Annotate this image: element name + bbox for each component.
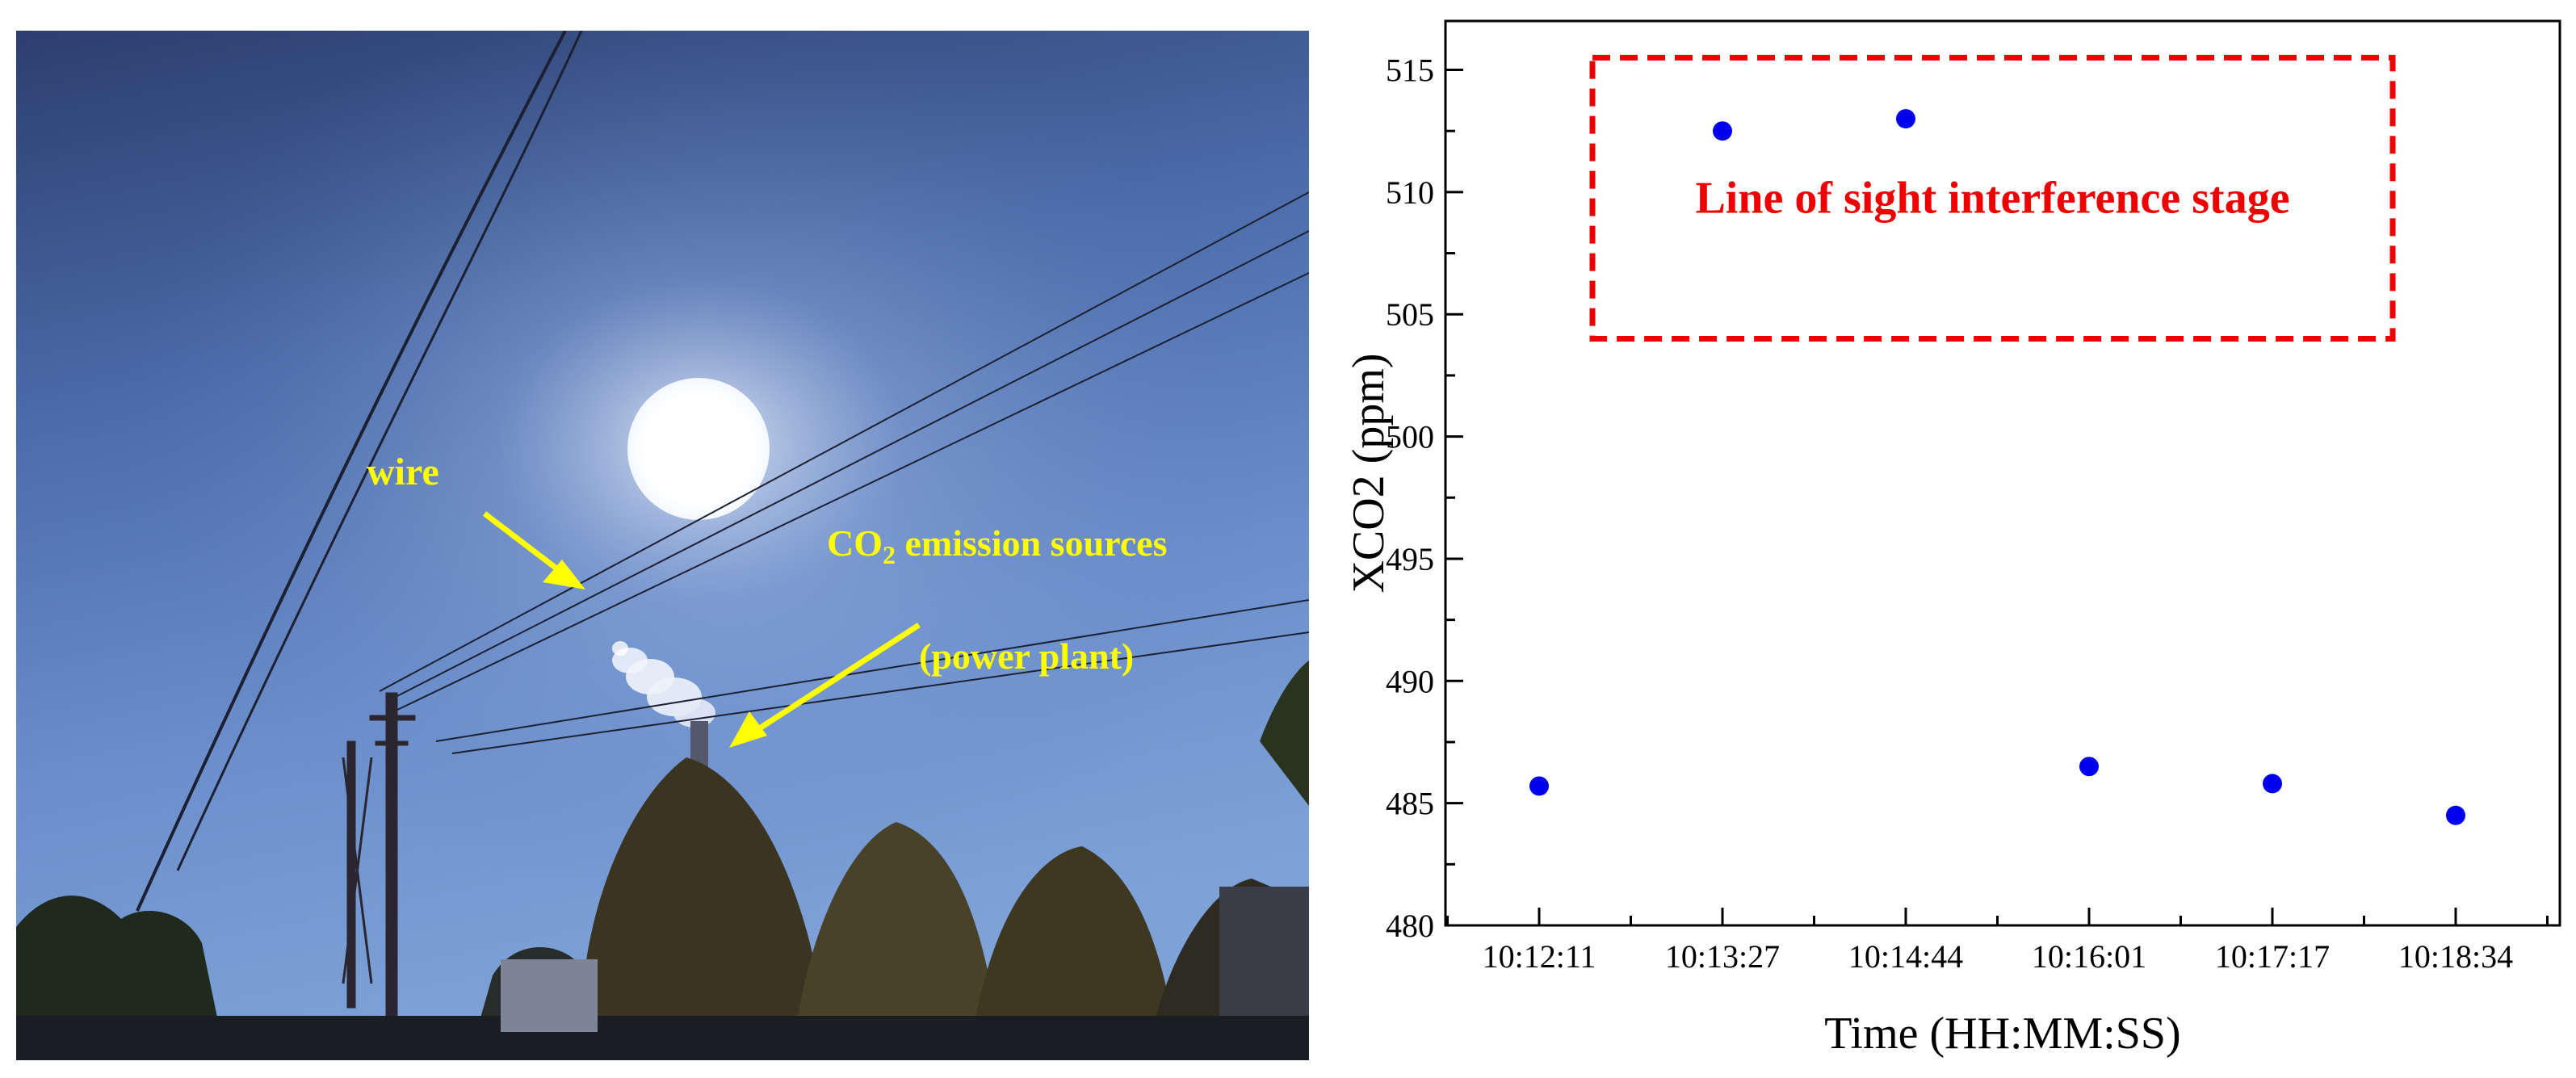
plot-frame (1444, 19, 2561, 927)
x-tick-label: 10:13:27 (1665, 938, 1780, 975)
x-tick-label: 10:17:17 (2215, 938, 2330, 975)
plant-arrowhead (729, 711, 767, 748)
y-tick-label: 500 (1386, 419, 1434, 455)
power-plant-label: (power plant) (919, 635, 1134, 677)
y-tick-label: 480 (1386, 908, 1434, 944)
y-tick-label: 495 (1386, 541, 1434, 577)
data-point (1713, 121, 1732, 141)
chart: 480 485 490 495 500 505 510 515 10:12:11 10:13:2… (1344, 19, 2561, 1059)
y-tick-label: 490 (1386, 663, 1434, 699)
wires (136, 31, 1309, 912)
wire-label: wire (367, 451, 439, 493)
x-axis: 10:12:11 10:13:27 10:14:44 10:16:01 10:17:17… (1446, 908, 2549, 975)
x-tick-label: 10:16:01 (2032, 938, 2146, 975)
x-tick-label: 10:14:44 (1848, 938, 1963, 975)
interference-label: Line of sight interference stage (1695, 173, 2289, 223)
x-axis-label: Time (HH:MM:SS) (1824, 1009, 2180, 1059)
x-tick-label: 10:18:34 (2398, 938, 2513, 975)
wire-arrow (482, 511, 572, 581)
photo-panel: wire CO2 emission sources (power plant) (16, 31, 1309, 1060)
tree-silhouettes (16, 661, 1309, 1060)
interference-box (1589, 54, 2396, 342)
co2-label: CO2 emission sources (827, 522, 1168, 569)
y-axis: 480 485 490 495 500 505 510 515 (1386, 52, 1463, 944)
y-axis-label: XCO2 (ppm) (1344, 353, 1394, 593)
photo-annotations (482, 511, 921, 748)
data-point (2079, 757, 2099, 777)
data-point (2446, 805, 2465, 825)
data-point (1529, 776, 1549, 796)
smoke-plume (612, 641, 715, 728)
sun (627, 378, 770, 520)
wire-arrowhead (543, 560, 585, 589)
y-tick-label: 485 (1386, 786, 1434, 822)
x-tick-label: 10:12:11 (1483, 938, 1596, 975)
plant-arrow (745, 623, 921, 739)
y-tick-label: 515 (1386, 52, 1434, 89)
y-tick-label: 505 (1386, 296, 1434, 333)
data-point (2263, 774, 2282, 794)
utility-pole (342, 692, 416, 1033)
y-tick-label: 510 (1386, 174, 1434, 211)
data-point (1896, 109, 1915, 129)
data-points (1529, 109, 2465, 825)
